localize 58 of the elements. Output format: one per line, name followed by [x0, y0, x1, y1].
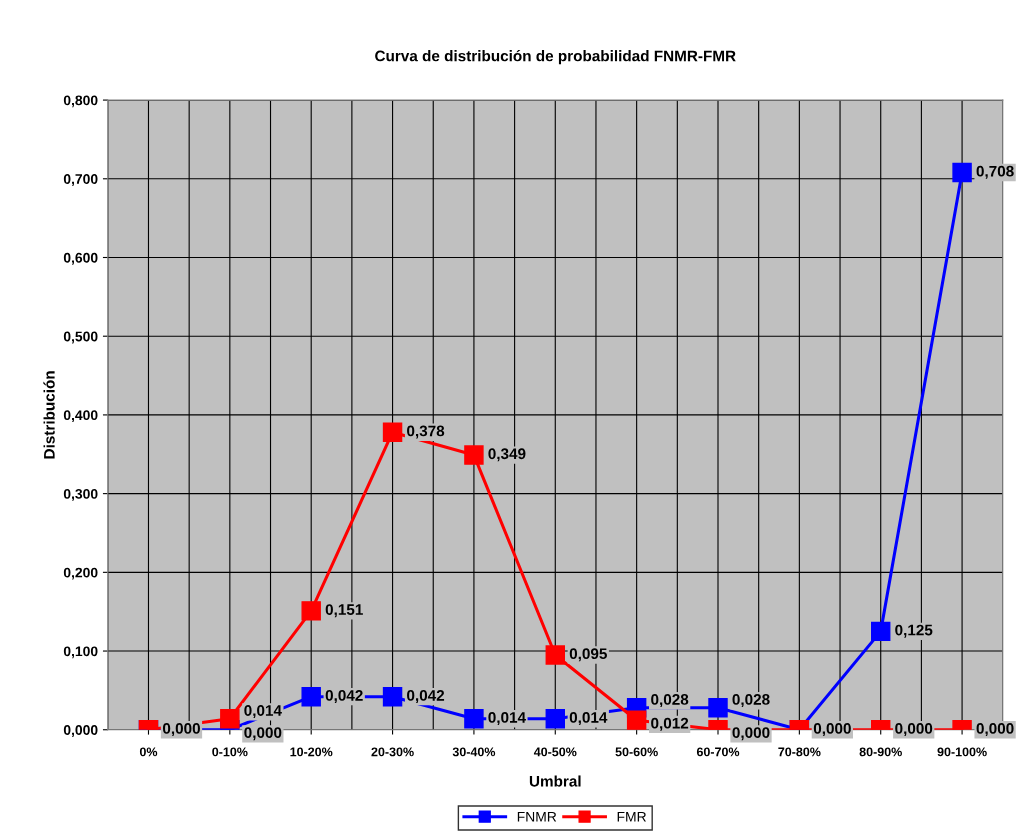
y-tick-label: 0,600: [63, 252, 98, 265]
legend-label: FMR: [617, 812, 646, 822]
point: [301, 601, 321, 621]
y-tick-label: 0,000: [63, 725, 98, 737]
x-tick-label: 20-30%: [371, 747, 414, 757]
data-label: 0,151: [325, 604, 363, 618]
x-tick-label: 80-90%: [859, 747, 902, 757]
y-tick-label: 0,500: [63, 331, 98, 344]
point: [952, 162, 972, 183]
y-tick-label: 0,800: [63, 95, 98, 108]
x-tick-label: 60-70%: [696, 747, 740, 757]
y-tick-label: 0,200: [63, 567, 98, 580]
point: [545, 709, 566, 729]
data-label: 0,000: [732, 727, 770, 741]
x-tick-label: 30-40%: [452, 747, 496, 757]
data-label: 0,708: [976, 165, 1014, 179]
y-tick-label: 0,700: [63, 174, 98, 186]
point: [382, 686, 403, 707]
data-label: 0,095: [569, 648, 607, 662]
data-label: 0,042: [407, 689, 445, 704]
data-label: 0,014: [244, 705, 282, 719]
data-label: 0,378: [407, 425, 445, 439]
x-tick-label: 10-20%: [290, 747, 333, 757]
x-tick-label: 70-80%: [778, 747, 821, 757]
point: [870, 621, 891, 642]
legend-label: FNMR: [517, 812, 557, 822]
data-label: 0,042: [325, 689, 363, 704]
data-label: 0,000: [976, 723, 1014, 737]
data-label: 0,014: [488, 712, 526, 726]
y-axis-title: Distribución: [43, 371, 55, 459]
point: [301, 686, 321, 707]
x-tick-label: 90-100%: [937, 747, 987, 757]
data-label: 0,028: [732, 694, 770, 708]
x-tick-label: 0-10%: [212, 747, 248, 757]
data-label: 0,000: [244, 727, 282, 741]
y-tick-label: 0,400: [63, 410, 98, 423]
point: [626, 710, 647, 730]
y-tick-label: 0,100: [63, 646, 98, 659]
point: [220, 709, 240, 729]
x-tick-label: 40-50%: [533, 747, 577, 757]
data-label: 0,000: [162, 723, 200, 737]
point: [708, 697, 728, 718]
x-tick-label: 50-60%: [615, 747, 658, 757]
point: [382, 422, 403, 442]
data-label: 0,349: [488, 448, 526, 462]
point: [464, 709, 484, 729]
chart-title: Curva de distribución de probabilidad FNMR-FMR: [375, 49, 736, 65]
point: [464, 445, 484, 465]
data-label: 0,014: [569, 712, 608, 726]
data-label: 0,012: [651, 717, 689, 731]
point: [545, 645, 566, 665]
data-label: 0,000: [895, 723, 933, 737]
data-label: 0,028: [651, 694, 689, 708]
y-tick-label: 0,300: [63, 488, 98, 501]
x-tick-label: 0%: [139, 747, 158, 757]
x-axis-title: Umbral: [529, 775, 581, 787]
data-label: 0,000: [813, 723, 851, 737]
data-label: 0,125: [895, 624, 933, 638]
